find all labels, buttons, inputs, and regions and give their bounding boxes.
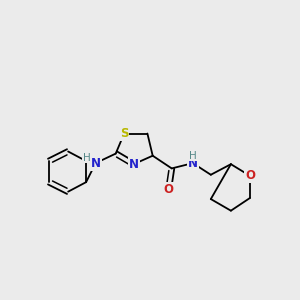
Text: O: O: [164, 183, 173, 196]
Text: S: S: [120, 127, 128, 140]
Text: O: O: [245, 169, 255, 182]
Text: H: H: [189, 151, 197, 161]
Text: N: N: [129, 158, 139, 171]
Text: N: N: [91, 157, 100, 169]
Text: N: N: [188, 157, 198, 169]
Text: H: H: [83, 153, 91, 163]
